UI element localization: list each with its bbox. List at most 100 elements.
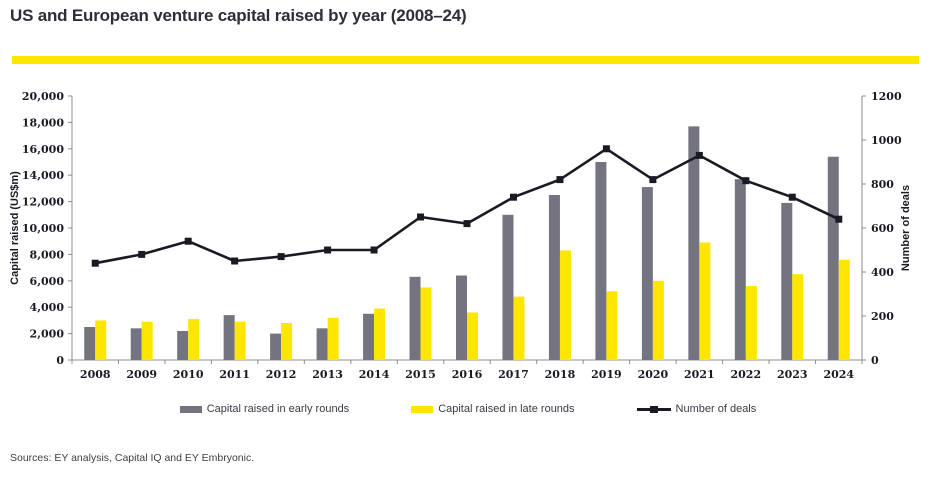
bar-early-rounds-2022 [734, 179, 746, 360]
x-axis-year-label: 2012 [266, 368, 297, 381]
bar-late-rounds-2008 [95, 320, 107, 360]
bar-early-rounds-2013 [316, 328, 328, 360]
x-axis-year-label: 2013 [312, 368, 343, 381]
bar-early-rounds-2018 [548, 195, 560, 360]
x-axis-year-label: 2018 [545, 368, 576, 381]
x-axis-year-label: 2016 [452, 368, 483, 381]
bar-early-rounds-2010 [177, 330, 189, 360]
bar-early-rounds-2012 [270, 333, 282, 360]
page-title: US and European venture capital raised b… [10, 6, 467, 25]
left-axis-tick-label: 14,000 [22, 169, 64, 182]
deals-marker-2018 [556, 176, 564, 184]
x-axis-year-label: 2011 [219, 368, 250, 381]
bar-early-rounds-2017 [502, 214, 514, 360]
bar-late-rounds-2019 [606, 291, 618, 360]
deals-marker-2013 [324, 246, 332, 254]
left-axis-tick-label: 4,000 [30, 301, 65, 314]
x-axis-year-label: 2020 [638, 368, 669, 381]
deals-marker-2020 [649, 176, 657, 184]
left-axis-tick-label: 16,000 [22, 143, 64, 156]
bar-late-rounds-2009 [141, 321, 153, 360]
bar-early-rounds-2019 [595, 162, 607, 360]
bar-early-rounds-2021 [688, 126, 700, 360]
bar-early-rounds-2020 [641, 187, 653, 360]
deals-marker-2022 [742, 177, 750, 185]
bar-late-rounds-2017 [513, 296, 525, 360]
bar-early-rounds-2015 [409, 276, 421, 360]
deals-marker-2023 [788, 193, 796, 201]
deals-marker-2016 [463, 220, 471, 228]
deals-marker-2019 [602, 145, 610, 153]
right-axis-tick-label: 800 [871, 178, 894, 191]
bar-early-rounds-2014 [363, 313, 375, 360]
x-axis-year-label: 2015 [405, 368, 436, 381]
deals-marker-2024 [835, 215, 843, 223]
left-axis-tick-label: 10,000 [22, 222, 64, 235]
deals-marker-2015 [417, 213, 425, 221]
legend-label: Capital raised in early rounds [206, 403, 350, 415]
bar-early-rounds-2008 [84, 327, 96, 360]
x-axis-year-label: 2022 [731, 368, 762, 381]
left-axis-tick-label: 2,000 [30, 328, 65, 341]
number-of-deals-line [94, 147, 840, 265]
deals-marker-2009 [138, 250, 146, 258]
chart-legend: Capital raised in early rounds Capital r… [0, 403, 936, 415]
late-rounds-swatch-icon [411, 405, 434, 413]
right-axis-tick-label: 0 [871, 354, 879, 367]
bar-late-rounds-2012 [281, 323, 293, 360]
x-axis-year-label: 2008 [80, 368, 111, 381]
left-axis-title: Capital raised (US$m) [9, 171, 21, 285]
bar-late-rounds-2022 [745, 286, 757, 360]
accent-rule [12, 56, 919, 64]
bar-late-rounds-2023 [792, 274, 804, 360]
right-axis-title: Number of deals [900, 184, 912, 272]
bar-late-rounds-2018 [559, 250, 571, 360]
bar-late-rounds-2020 [652, 280, 664, 360]
bar-late-rounds-2024 [838, 259, 850, 360]
left-axis-tick-label: 12,000 [22, 196, 64, 209]
x-axis-year-label: 2024 [823, 368, 854, 381]
left-axis-tick-label: 6,000 [30, 275, 65, 288]
legend-item-early-rounds: Capital raised in early rounds [179, 403, 350, 415]
vc-raised-chart: 0 2,000 4,000 6,000 8,000 10,000 12,000 14,000 1… [22, 90, 902, 381]
legend-label: Number of deals [675, 403, 757, 415]
source-note: Sources: EY analysis, Capital IQ and EY … [10, 452, 255, 464]
early-rounds-swatch-icon [179, 405, 202, 413]
x-axis-year-label: 2019 [591, 368, 622, 381]
deals-marker-2011 [231, 257, 239, 265]
legend-item-number-of-deals: Number of deals [636, 403, 757, 415]
right-axis-tick-label: 1200 [871, 90, 902, 103]
bar-early-rounds-2009 [130, 328, 142, 360]
deals-marker-2012 [277, 253, 285, 261]
x-axis-year-label: 2017 [498, 368, 529, 381]
x-axis-year-label: 2021 [684, 368, 715, 381]
bar-late-rounds-2015 [420, 287, 432, 360]
deals-marker-2010 [184, 237, 192, 245]
right-axis-tick-label: 400 [871, 266, 894, 279]
deals-line-swatch-icon [636, 405, 671, 414]
bar-late-rounds-2014 [374, 308, 386, 360]
x-axis-year-label: 2010 [173, 368, 204, 381]
bar-late-rounds-2010 [188, 319, 200, 360]
bar-early-rounds-2016 [456, 275, 467, 360]
right-axis-tick-label: 600 [871, 222, 894, 235]
bar-early-rounds-2011 [223, 315, 235, 360]
left-axis-tick-label: 20,000 [22, 90, 64, 103]
bar-late-rounds-2021 [699, 242, 711, 360]
bar-late-rounds-2011 [234, 321, 246, 360]
x-axis-year-label: 2023 [777, 368, 808, 381]
deals-marker-2017 [509, 193, 517, 201]
bar-early-rounds-2024 [827, 156, 839, 360]
legend-item-late-rounds: Capital raised in late rounds [411, 403, 575, 415]
legend-label: Capital raised in late rounds [438, 403, 575, 415]
left-axis-tick-label: 18,000 [22, 116, 64, 129]
deals-marker-2021 [695, 151, 703, 159]
bar-late-rounds-2016 [467, 312, 478, 360]
bar-early-rounds-2023 [781, 202, 793, 360]
x-axis-year-label: 2014 [359, 368, 390, 381]
bar-late-rounds-2013 [327, 317, 339, 360]
left-axis-tick-label: 8,000 [30, 248, 65, 261]
left-axis-tick-label: 0 [56, 354, 64, 367]
deals-marker-2008 [91, 259, 99, 267]
deals-marker-2014 [370, 246, 378, 254]
